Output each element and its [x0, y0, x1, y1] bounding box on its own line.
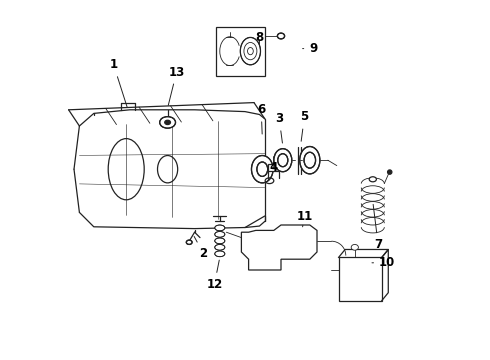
Text: 1: 1	[110, 58, 127, 107]
Ellipse shape	[251, 156, 273, 183]
Ellipse shape	[240, 37, 261, 65]
Text: 2: 2	[194, 237, 208, 260]
Ellipse shape	[300, 147, 320, 174]
Ellipse shape	[351, 244, 358, 250]
Bar	[339, 257, 382, 301]
Ellipse shape	[277, 33, 285, 39]
Ellipse shape	[388, 170, 392, 174]
Bar	[216, 27, 265, 76]
Ellipse shape	[304, 152, 316, 168]
Polygon shape	[269, 164, 279, 171]
Text: 10: 10	[372, 256, 395, 269]
Ellipse shape	[186, 240, 192, 244]
Polygon shape	[242, 225, 317, 270]
Ellipse shape	[160, 117, 175, 128]
Ellipse shape	[215, 225, 225, 231]
Text: 11: 11	[296, 210, 313, 227]
Ellipse shape	[165, 120, 171, 125]
Ellipse shape	[215, 251, 225, 257]
Ellipse shape	[215, 231, 225, 237]
Text: 7: 7	[373, 204, 382, 251]
Ellipse shape	[274, 149, 292, 172]
Text: 6: 6	[257, 103, 265, 134]
Text: 8: 8	[255, 31, 264, 44]
Text: 9: 9	[303, 42, 318, 55]
Text: 12: 12	[206, 260, 222, 291]
Text: 5: 5	[300, 111, 309, 141]
Ellipse shape	[257, 162, 268, 176]
Ellipse shape	[278, 154, 288, 167]
Text: 13: 13	[168, 66, 185, 105]
Ellipse shape	[215, 244, 225, 250]
Text: 3: 3	[275, 112, 283, 143]
Ellipse shape	[215, 238, 225, 244]
Text: 4: 4	[270, 157, 278, 174]
Ellipse shape	[369, 177, 376, 182]
